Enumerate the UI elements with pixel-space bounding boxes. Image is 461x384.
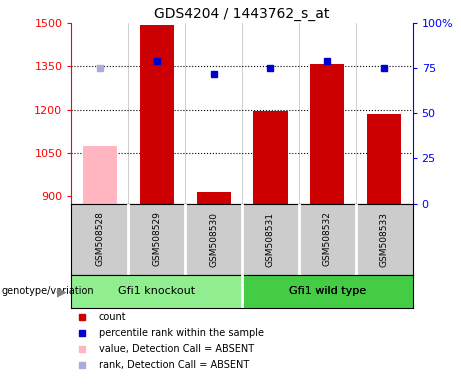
Bar: [254, 111, 288, 204]
Text: value, Detection Call = ABSENT: value, Detection Call = ABSENT: [99, 344, 254, 354]
Bar: [140, 25, 174, 204]
Text: ▶: ▶: [58, 285, 67, 298]
FancyBboxPatch shape: [242, 275, 441, 308]
Text: Gfi1 wild type: Gfi1 wild type: [289, 286, 366, 296]
Text: count: count: [99, 311, 126, 321]
Bar: [367, 114, 401, 204]
Title: GDS4204 / 1443762_s_at: GDS4204 / 1443762_s_at: [154, 7, 330, 21]
Text: GSM508528: GSM508528: [95, 212, 104, 266]
Text: GSM508530: GSM508530: [209, 212, 218, 266]
Bar: [196, 192, 230, 204]
Bar: [310, 64, 344, 204]
Text: GSM508531: GSM508531: [266, 212, 275, 266]
Text: percentile rank within the sample: percentile rank within the sample: [99, 328, 264, 338]
Text: GSM508532: GSM508532: [323, 212, 332, 266]
Text: Gfi1 wild type: Gfi1 wild type: [289, 286, 366, 296]
Text: GSM508533: GSM508533: [380, 212, 389, 266]
Bar: [83, 146, 117, 204]
Text: GSM508529: GSM508529: [152, 212, 161, 266]
Text: Gfi1 knockout: Gfi1 knockout: [118, 286, 195, 296]
Text: rank, Detection Call = ABSENT: rank, Detection Call = ABSENT: [99, 361, 249, 371]
Text: genotype/variation: genotype/variation: [1, 286, 94, 296]
